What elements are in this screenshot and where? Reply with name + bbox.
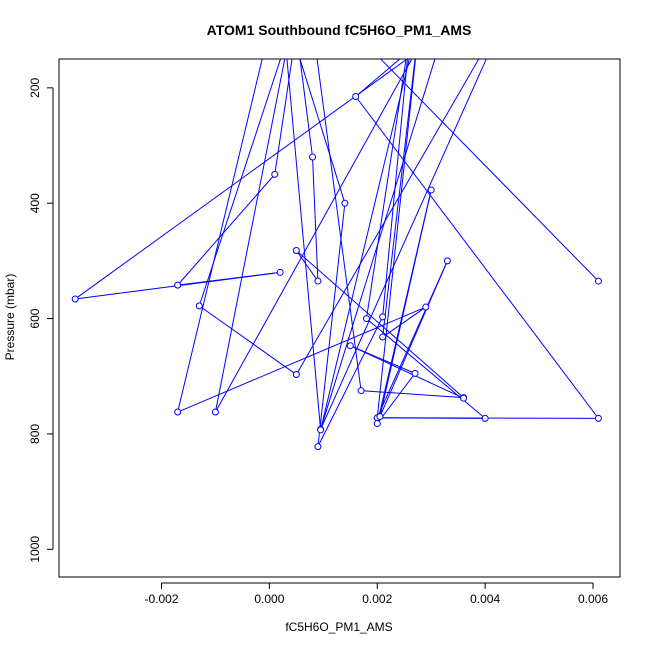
series-segment xyxy=(365,59,407,319)
data-point xyxy=(341,199,349,207)
series-segment xyxy=(299,59,346,204)
data-point xyxy=(594,277,602,285)
data-point xyxy=(481,414,489,422)
series-segment xyxy=(317,203,346,447)
series-segment xyxy=(320,59,410,431)
y-tick-label: 800 xyxy=(28,424,42,444)
data-point xyxy=(594,414,602,422)
y-tick-label: 600 xyxy=(28,308,42,328)
data-point xyxy=(379,333,387,341)
series-segment xyxy=(355,59,401,97)
series-segment xyxy=(376,59,416,418)
x-tick-label: 0.000 xyxy=(254,592,284,606)
series-segment xyxy=(382,306,427,338)
series-segment xyxy=(274,59,293,175)
data-point xyxy=(346,342,354,350)
data-point xyxy=(309,153,317,161)
plot-area-border xyxy=(58,58,621,578)
series-segment xyxy=(286,0,426,13)
x-axis: -0.002 0.000 0.002 0.004 0.006 xyxy=(144,582,608,606)
x-axis-label: fC5H6O_PM1_AMS xyxy=(285,620,392,634)
series-segment xyxy=(355,96,599,419)
series-segment xyxy=(296,250,464,398)
data-point xyxy=(352,92,360,100)
data-point xyxy=(373,420,381,428)
data-point xyxy=(427,186,435,194)
data-point xyxy=(314,277,322,285)
series-segment xyxy=(377,417,486,419)
series-segment xyxy=(376,189,432,424)
series-segment xyxy=(295,59,480,375)
series-segment xyxy=(295,250,319,282)
series-segment xyxy=(286,59,322,430)
x-tick-label: -0.002 xyxy=(144,592,178,606)
series-segment xyxy=(177,174,276,286)
series-segment xyxy=(316,59,362,391)
series-segment xyxy=(379,260,448,417)
data-point xyxy=(276,268,284,276)
series-segment xyxy=(214,59,286,413)
series-segment xyxy=(379,59,599,282)
data-point xyxy=(195,302,203,310)
data-point xyxy=(71,295,79,303)
series-segment xyxy=(214,59,413,413)
y-axis-label: Pressure (mbar) xyxy=(3,274,17,361)
x-tick-label: 0.006 xyxy=(578,592,608,606)
data-point xyxy=(362,315,370,323)
series-segment xyxy=(177,59,263,413)
series-segment xyxy=(320,59,487,430)
data-point xyxy=(211,408,219,416)
y-tick-label: 200 xyxy=(28,78,42,98)
data-point xyxy=(317,426,325,434)
data-point xyxy=(443,257,451,265)
data-point xyxy=(174,408,182,416)
data-point xyxy=(460,394,468,402)
series-segment xyxy=(366,318,486,419)
series-segment xyxy=(177,306,427,413)
data-point xyxy=(376,413,384,421)
y-axis: 200 400 600 800 1000 xyxy=(28,78,54,563)
series-segment xyxy=(198,305,297,375)
data-point xyxy=(379,313,387,321)
data-point xyxy=(357,387,365,395)
series-segment xyxy=(361,390,464,399)
data-point xyxy=(292,371,300,379)
data-point xyxy=(314,443,322,451)
data-point xyxy=(411,369,419,377)
data-point xyxy=(174,281,182,289)
y-tick-label: 400 xyxy=(28,193,42,213)
chart-title: ATOM1 Southbound fC5H6O_PM1_AMS xyxy=(207,22,472,38)
x-tick-label: 0.004 xyxy=(470,592,500,606)
series-segment xyxy=(382,59,416,338)
series-layer xyxy=(71,0,602,451)
series-segment xyxy=(350,345,464,399)
data-point xyxy=(422,303,430,311)
series-segment xyxy=(317,316,384,447)
series-segment xyxy=(320,59,436,430)
x-tick-label: 0.002 xyxy=(362,592,392,606)
data-point xyxy=(292,247,300,255)
series-segment xyxy=(312,157,319,282)
data-point xyxy=(271,170,279,178)
series-segment xyxy=(299,59,314,158)
series-segment xyxy=(376,373,416,424)
y-tick-label: 1000 xyxy=(28,536,42,563)
series-segment xyxy=(382,59,408,317)
